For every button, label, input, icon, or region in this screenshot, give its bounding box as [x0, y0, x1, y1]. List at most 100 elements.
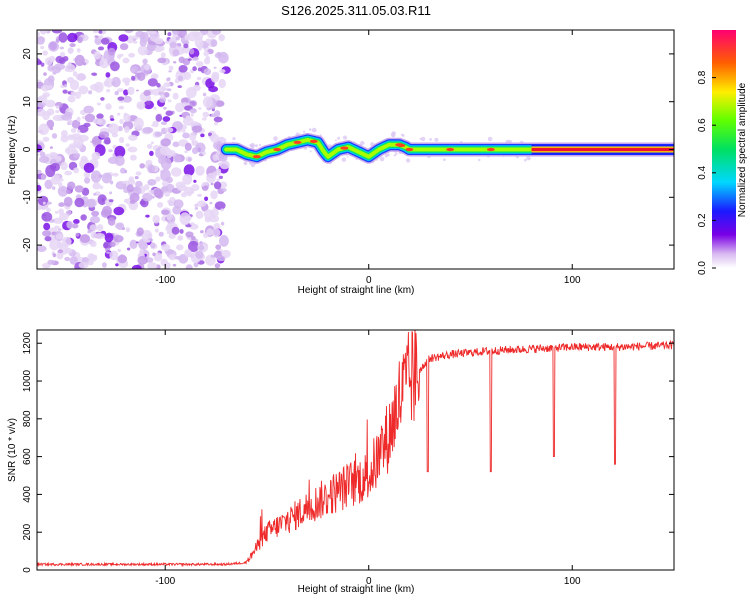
noise-blob [63, 196, 73, 207]
noise-blob [37, 245, 47, 252]
noise-blob [212, 154, 219, 162]
noise-blob [210, 190, 218, 200]
noise-blob [168, 65, 174, 71]
noise-blob [347, 155, 349, 158]
noise-blob [143, 89, 151, 97]
noise-blob [119, 136, 125, 144]
noise-blob [101, 172, 113, 184]
noise-blob [221, 188, 227, 192]
noise-blob [163, 92, 170, 98]
noise-speckle [37, 30, 531, 269]
snr-plot-area [37, 330, 674, 568]
noise-blob [189, 100, 198, 107]
noise-blob [73, 167, 80, 174]
noise-blob [60, 161, 68, 171]
noise-blob [194, 204, 199, 209]
noise-blob [49, 146, 53, 149]
noise-blob [113, 206, 125, 216]
noise-blob [168, 70, 172, 73]
noise-blob [100, 97, 105, 101]
noise-blob [214, 121, 218, 126]
noise-blob [102, 205, 112, 217]
noise-blob [139, 163, 145, 169]
noise-blob [110, 241, 116, 248]
noise-blob [185, 115, 191, 120]
noise-blob [41, 84, 50, 92]
noise-blob [217, 172, 221, 176]
noise-blob [89, 83, 100, 91]
noise-blob [131, 264, 142, 269]
noise-blob [406, 158, 411, 163]
noise-blob [218, 51, 229, 64]
noise-blob [128, 176, 134, 182]
noise-blob [273, 136, 278, 141]
noise-blob [157, 85, 166, 93]
noise-blob [178, 253, 189, 264]
noise-blob [89, 224, 98, 232]
ridge-hotspot [486, 147, 495, 152]
noise-blob [139, 249, 144, 254]
spectrogram-xtick-label: 0 [366, 275, 372, 286]
noise-blob [74, 197, 85, 208]
noise-blob [171, 30, 180, 35]
noise-blob [166, 213, 173, 221]
noise-blob [80, 214, 87, 221]
noise-blob [146, 143, 153, 149]
noise-blob [116, 222, 125, 230]
noise-blob [153, 187, 163, 198]
noise-blob [161, 243, 171, 251]
noise-blob [120, 167, 126, 174]
snr-ytick-label: 400 [22, 486, 33, 503]
noise-blob [160, 187, 167, 192]
noise-blob [139, 39, 147, 47]
noise-blob [147, 179, 157, 186]
noise-blob [52, 186, 56, 190]
noise-blob [87, 228, 92, 233]
noise-blob [188, 240, 199, 253]
noise-blob [58, 202, 65, 207]
noise-blob [47, 259, 55, 265]
noise-blob [64, 68, 70, 72]
noise-blob [187, 31, 198, 42]
noise-blob [82, 116, 85, 120]
noise-blob [61, 236, 72, 247]
noise-blob [114, 155, 125, 167]
noise-blob [160, 138, 171, 147]
noise-blob [178, 56, 185, 64]
noise-blob [189, 48, 195, 55]
noise-blob [167, 32, 172, 37]
noise-blob [137, 72, 146, 81]
noise-blob [75, 232, 80, 237]
noise-blob [99, 58, 110, 69]
noise-blob [109, 191, 113, 195]
noise-blob [146, 240, 151, 243]
noise-blob [40, 45, 45, 50]
noise-blob [59, 212, 69, 221]
noise-blob [93, 30, 99, 34]
noise-blob [171, 226, 180, 235]
noise-blob [195, 210, 204, 219]
noise-blob [137, 104, 143, 108]
noise-blob [211, 30, 222, 35]
noise-blob [184, 142, 192, 151]
noise-blob [71, 91, 77, 97]
noise-blob [44, 236, 52, 242]
noise-blob [179, 229, 184, 234]
noise-blob [80, 155, 88, 163]
noise-blob [212, 228, 221, 237]
noise-blob [55, 38, 60, 43]
noise-blob [208, 132, 212, 137]
noise-blob [40, 62, 45, 67]
noise-blob [174, 78, 180, 84]
noise-blob [55, 233, 64, 240]
noise-blob [106, 251, 111, 254]
noise-blob [108, 199, 114, 203]
noise-blob [218, 235, 229, 247]
snr-xtick-label: 100 [564, 576, 581, 587]
noise-blob [50, 152, 58, 157]
noise-blob [70, 128, 77, 133]
noise-blob [145, 100, 151, 105]
noise-blob [185, 87, 197, 99]
noise-blob [67, 47, 74, 54]
noise-blob [177, 85, 182, 88]
